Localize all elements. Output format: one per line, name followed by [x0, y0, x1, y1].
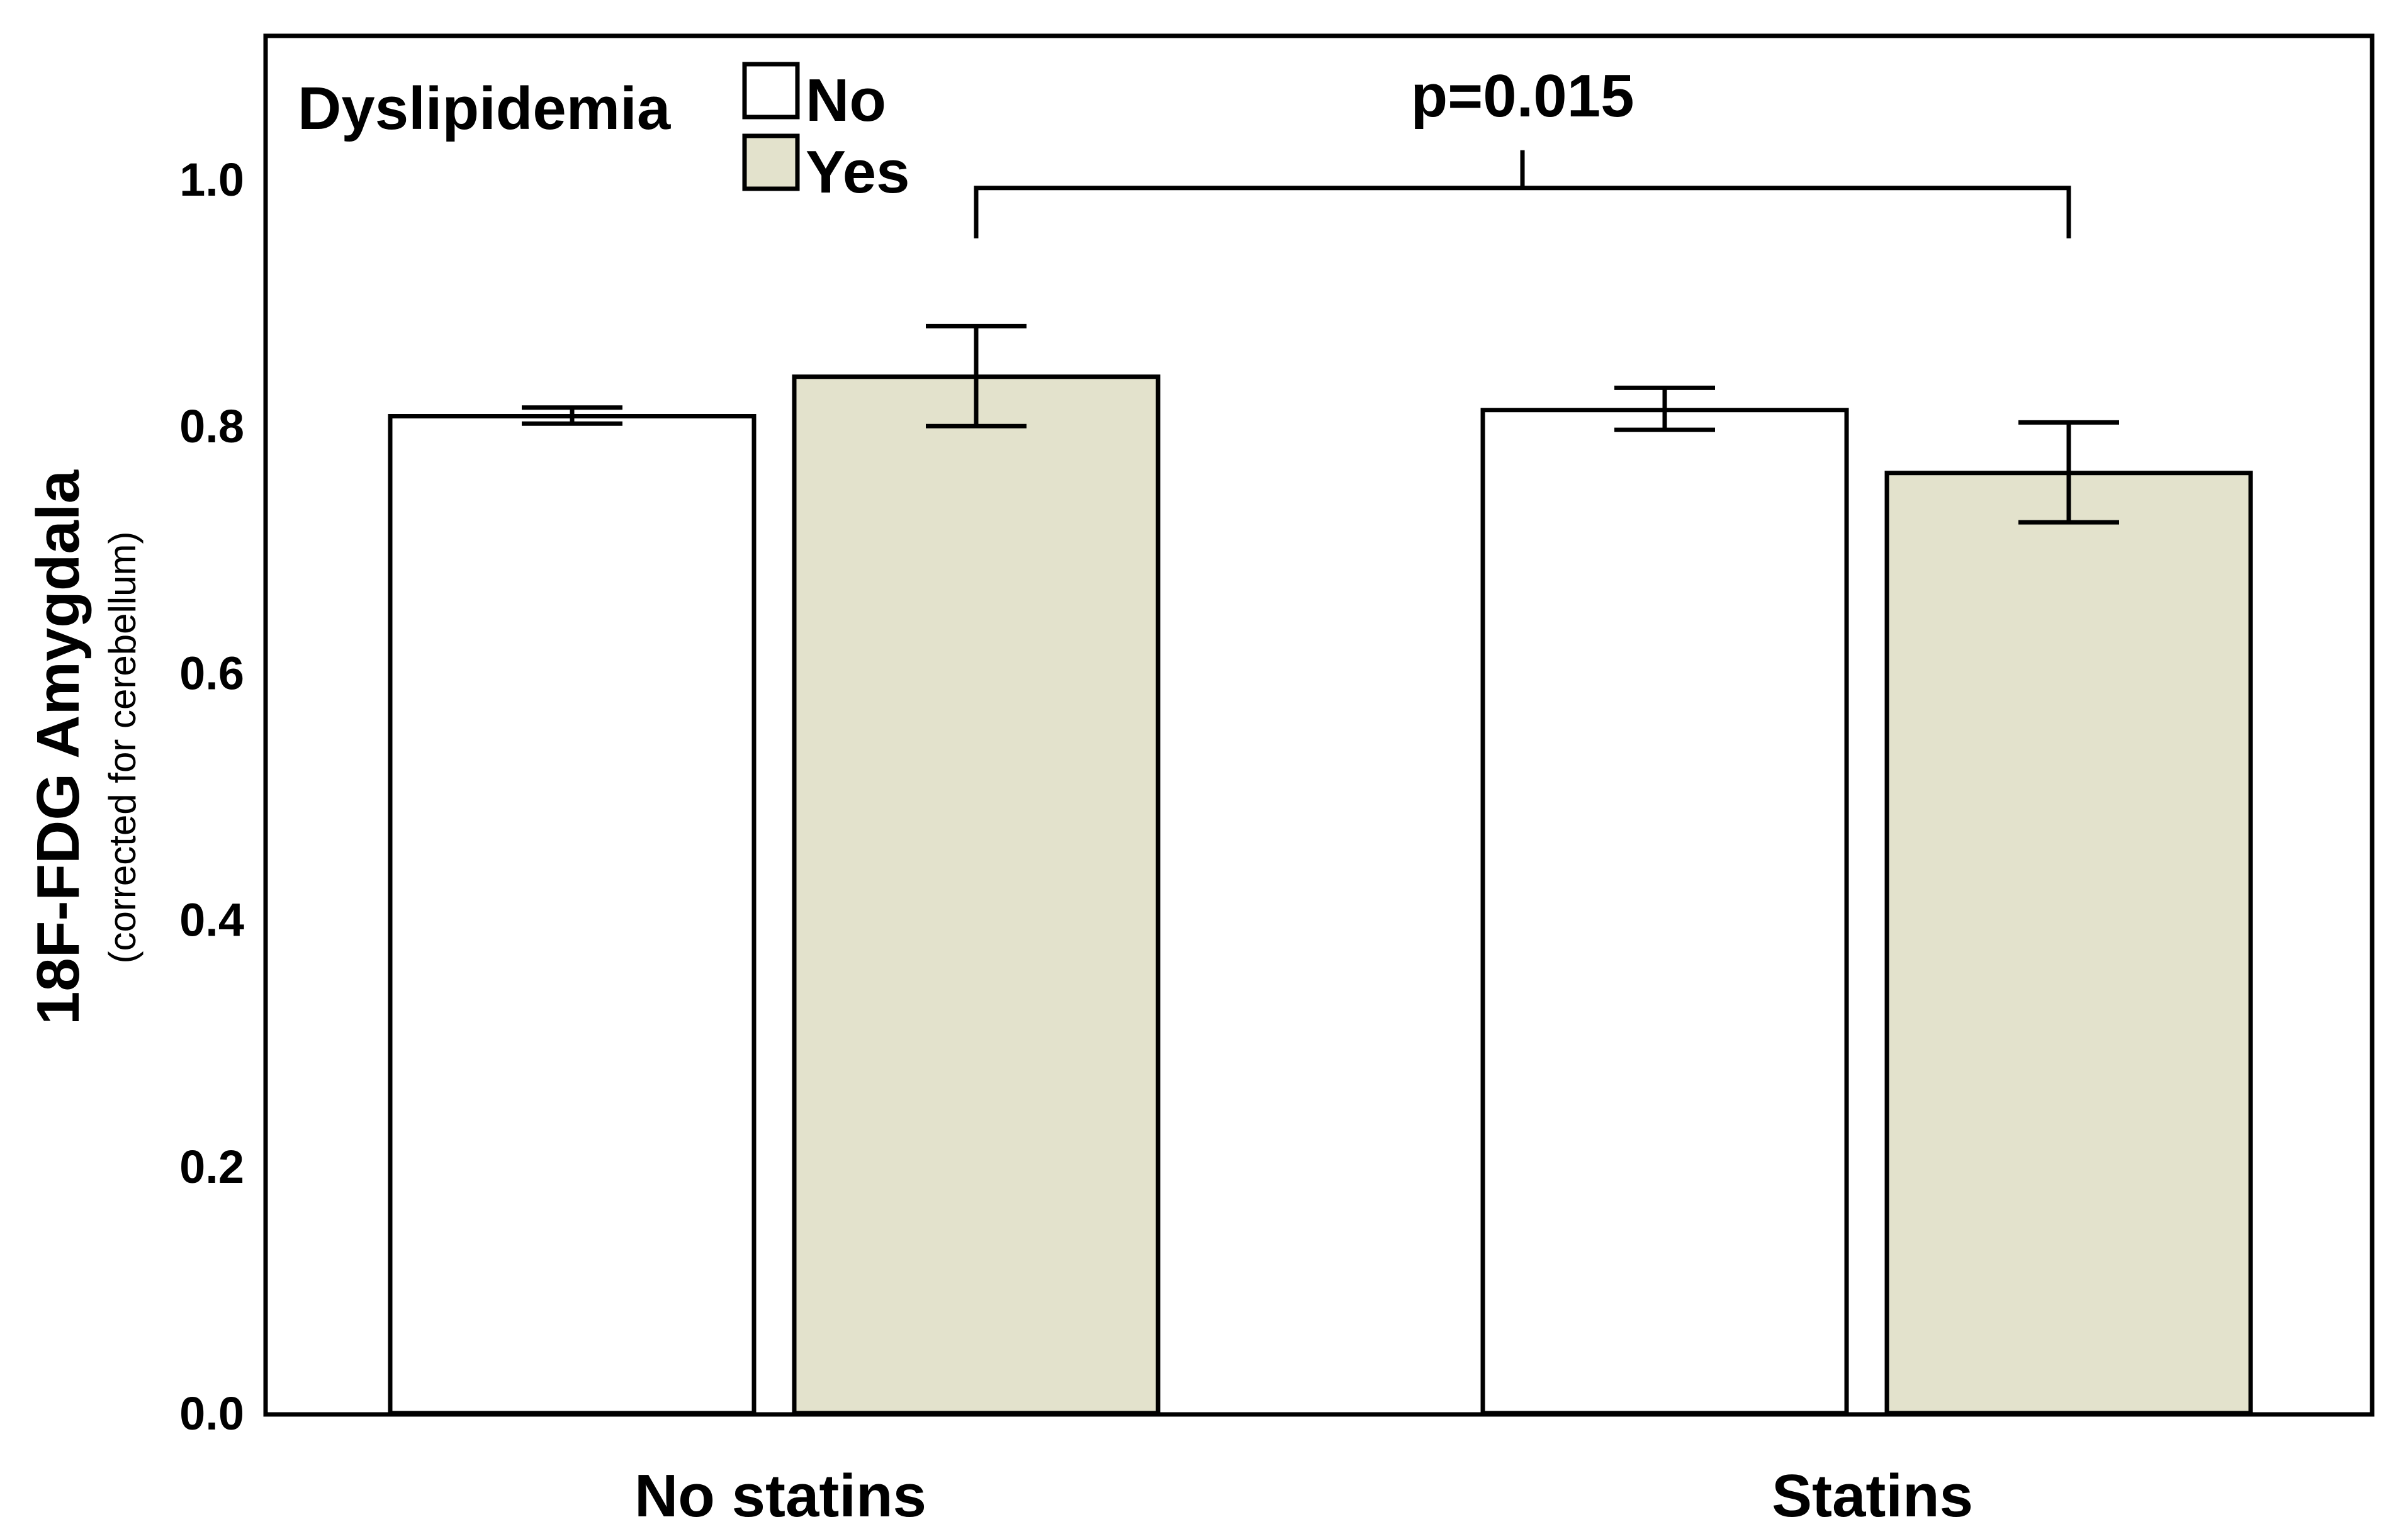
- bar-no-1: [1480, 408, 1849, 1416]
- y-axis-label: 18F-FDG Amygdala: [25, 469, 92, 1025]
- bar-yes-1: [1884, 471, 2253, 1416]
- y-axis: 0.0 0.2 0.4 0.6 0.8 1.0: [179, 154, 244, 1440]
- significance-annotation: p=0.015: [974, 62, 2071, 238]
- y-tick-label: 0.4: [179, 894, 244, 946]
- legend-label-no: No: [806, 67, 886, 134]
- error-bars: [522, 323, 2119, 525]
- bars: [388, 374, 2253, 1416]
- x-axis-categories: No statins Statins: [634, 1462, 1973, 1530]
- plot-frame: [263, 33, 2375, 1417]
- legend-swatch-no: [742, 62, 800, 120]
- y-tick-label: 0.6: [179, 647, 244, 699]
- legend: Dyslipidemia No Yes: [298, 62, 910, 206]
- x-category-label: Statins: [1772, 1462, 1973, 1530]
- p-value-label: p=0.015: [1411, 62, 1634, 130]
- y-tick-label: 1.0: [179, 154, 244, 206]
- significance-bracket: [974, 150, 2071, 238]
- legend-swatch-yes: [742, 133, 800, 191]
- bar-yes-0: [792, 374, 1161, 1416]
- y-tick-label: 0.0: [179, 1387, 244, 1440]
- y-tick-label: 0.8: [179, 400, 244, 452]
- x-category-label: No statins: [634, 1462, 926, 1530]
- bar-no-0: [388, 414, 757, 1416]
- y-axis-sublabel: (corrected for cerebellum): [101, 532, 143, 964]
- y-tick-label: 0.2: [179, 1141, 244, 1193]
- y-axis-title: 18F-FDG Amygdala (corrected for cerebell…: [25, 469, 143, 1025]
- legend-label-yes: Yes: [806, 138, 910, 206]
- legend-title: Dyslipidemia: [298, 75, 671, 142]
